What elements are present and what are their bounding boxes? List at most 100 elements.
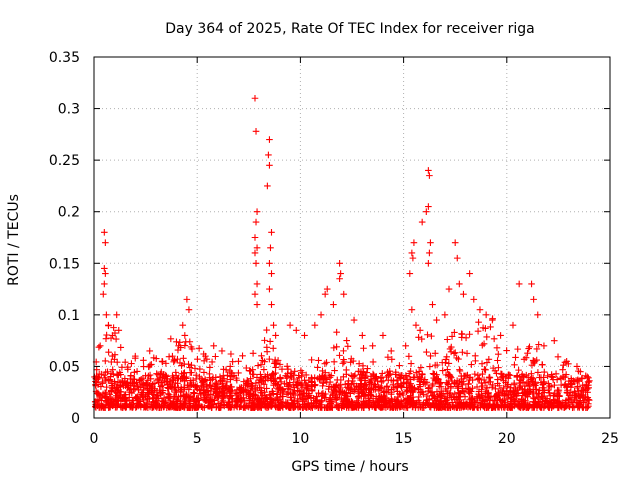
data-point [170,356,178,364]
x-tick-label: 0 [90,431,99,447]
data-point [318,397,325,405]
data-point [287,393,295,401]
data-point [474,394,482,402]
data-point [516,376,524,384]
data-point [362,391,370,399]
data-point [448,394,455,401]
data-point [384,353,392,361]
data-point [253,374,261,381]
data-point [414,404,422,411]
data-point [210,342,218,350]
data-point [426,403,434,411]
data-point [434,396,442,404]
data-point [426,249,433,257]
data-point [409,399,416,407]
data-point [404,378,412,386]
data-point [460,290,467,298]
data-point [212,374,220,381]
data-point [305,392,312,400]
data-point [223,401,231,409]
data-point [561,359,569,366]
data-point [475,374,483,382]
data-point [471,370,479,378]
data-point [252,259,260,267]
data-point [336,352,343,359]
data-point [431,370,438,378]
data-point [112,335,120,343]
data-point [416,377,423,385]
data-point [95,374,102,382]
data-point [183,296,191,303]
y-tick-label: 0.05 [49,359,80,375]
data-point [404,395,412,402]
data-point [319,389,327,397]
data-point [321,290,329,298]
data-point [533,385,540,393]
data-point [417,383,424,390]
data-point [157,383,165,390]
data-point [356,374,363,382]
data-point [112,398,120,405]
data-point [557,374,565,382]
data-point [447,348,455,356]
data-point [253,280,261,288]
data-point [340,290,348,298]
data-point [500,384,507,392]
data-point [504,381,512,388]
data-point [409,254,417,262]
data-point [186,397,194,405]
data-point [330,344,338,352]
data-point [415,334,422,341]
data-point [144,377,152,384]
data-point [420,400,427,408]
data-point [252,379,260,387]
data-point [550,337,558,344]
data-point [368,377,375,385]
data-point [466,374,474,382]
data-point [277,384,285,392]
data-point [458,330,465,338]
data-point [461,402,469,410]
data-point [425,395,433,403]
data-point [287,372,294,380]
data-point [370,384,377,392]
data-point [130,386,138,393]
data-point [172,379,179,387]
data-point [353,397,361,405]
data-point [152,355,160,362]
data-point [258,352,265,360]
data-point [141,381,149,389]
x-axis-label: GPS time / hours [291,459,408,475]
data-point [340,356,347,363]
data-point [444,400,452,408]
data-point [515,366,522,374]
data-point [254,384,261,392]
data-point [227,350,235,358]
data-point [514,386,521,394]
data-point [206,364,214,371]
data-point [364,365,371,372]
data-point [313,396,321,404]
data-point [350,316,358,324]
data-point [107,387,115,395]
data-point [311,381,319,389]
data-point [580,397,588,405]
data-point [585,384,592,392]
data-point [156,386,163,394]
data-point [208,404,215,411]
data-point [333,403,341,410]
data-point [276,361,284,368]
data-point [330,358,338,366]
data-point [361,377,369,384]
data-point [525,379,532,387]
data-point [396,391,404,398]
data-point [522,354,530,361]
data-point [301,332,308,339]
data-point [425,259,432,267]
data-point [399,391,407,399]
data-point [287,369,295,377]
data-point [511,361,518,369]
data-point [113,311,121,319]
data-point [536,374,543,381]
data-point [433,361,441,369]
